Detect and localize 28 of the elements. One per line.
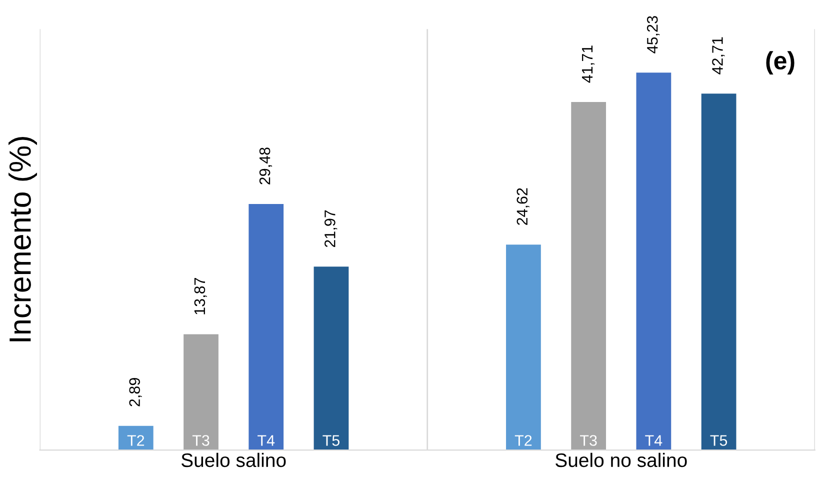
bar bbox=[184, 334, 218, 450]
bar bbox=[248, 204, 284, 450]
series-label: T2 bbox=[127, 435, 144, 446]
series-label: T4 bbox=[258, 435, 275, 446]
bar bbox=[701, 94, 736, 450]
y-axis-title: Incremento (%) bbox=[8, 137, 37, 342]
bar bbox=[636, 72, 672, 450]
data-label: 41,71 bbox=[582, 46, 594, 83]
bar bbox=[571, 102, 606, 450]
data-label: 45,23 bbox=[646, 16, 660, 54]
data-label: 24,62 bbox=[516, 188, 530, 225]
bar bbox=[506, 244, 541, 450]
text: T2 bbox=[514, 435, 532, 446]
text: T5 bbox=[710, 435, 728, 446]
data-label: 21,97 bbox=[324, 210, 338, 248]
series-label: T5 bbox=[322, 435, 340, 446]
x-tick-label: Suelo salino bbox=[181, 452, 286, 468]
text: T4 bbox=[645, 435, 662, 446]
data-label: 42,71 bbox=[712, 37, 725, 74]
bar bbox=[314, 266, 349, 450]
bar bbox=[118, 426, 154, 450]
x-tick-label: Suelo no salino bbox=[556, 452, 687, 468]
chart-title: (e) bbox=[766, 51, 794, 74]
data-label: 13,87 bbox=[194, 278, 207, 314]
data-label: 29,48 bbox=[259, 148, 272, 184]
data-label: 2,89 bbox=[129, 378, 142, 406]
series-label: T3 bbox=[192, 435, 210, 446]
text: T3 bbox=[580, 435, 597, 446]
